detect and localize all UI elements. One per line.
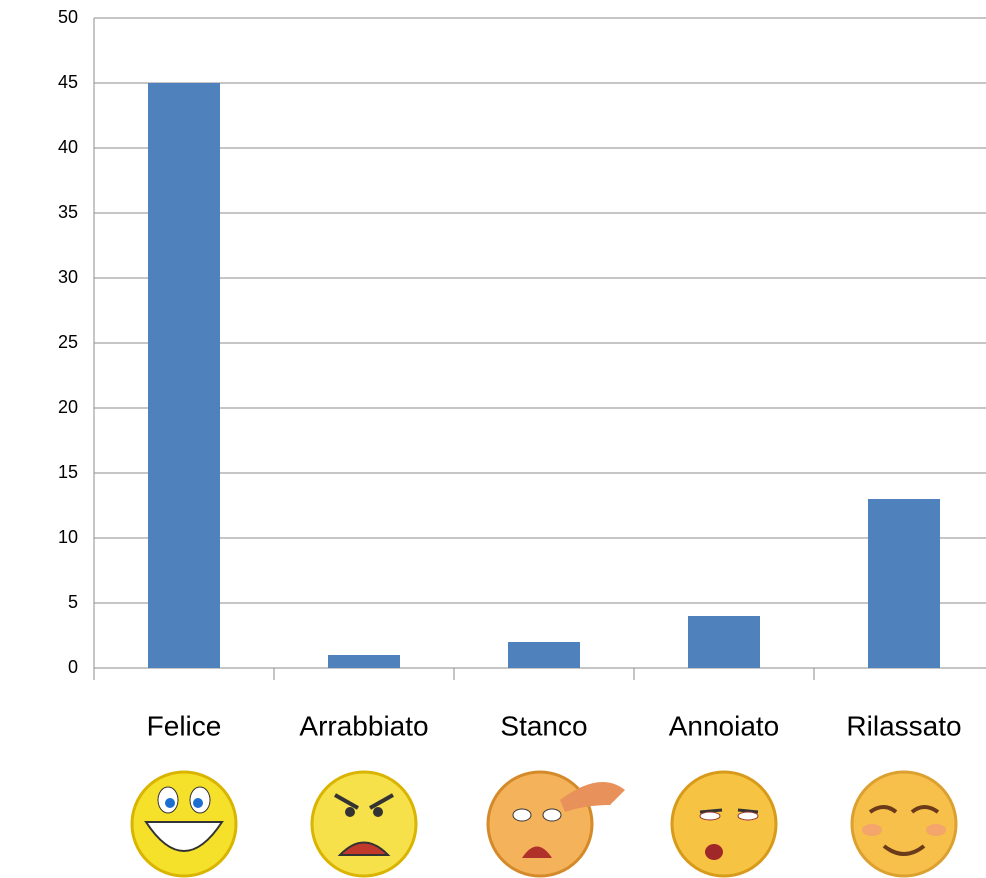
emoji-felice <box>130 770 238 878</box>
y-tick-label: 0 <box>68 657 78 677</box>
y-tick-label: 30 <box>58 267 78 287</box>
bar <box>148 83 220 668</box>
x-tick-label: Stanco <box>500 710 587 741</box>
y-tick-label: 10 <box>58 527 78 547</box>
y-tick-label: 5 <box>68 592 78 612</box>
emoji-rilassato <box>850 770 958 878</box>
x-tick-label: Felice <box>147 710 222 741</box>
emoji-row <box>130 770 958 878</box>
y-tick-label: 45 <box>58 72 78 92</box>
bar <box>868 499 940 668</box>
y-tick-label: 20 <box>58 397 78 417</box>
x-tick-label: Rilassato <box>846 710 961 741</box>
emoji-arrabbiato <box>310 770 418 878</box>
bar <box>328 655 400 668</box>
bar <box>508 642 580 668</box>
x-tick-label: Arrabbiato <box>299 710 428 741</box>
y-tick-label: 40 <box>58 137 78 157</box>
emoji-stanco <box>486 770 625 878</box>
emoji-annoiato <box>670 770 778 878</box>
y-tick-label: 15 <box>58 462 78 482</box>
y-tick-label: 50 <box>58 7 78 27</box>
x-tick-label: Annoiato <box>669 710 780 741</box>
y-tick-label: 25 <box>58 332 78 352</box>
bar <box>688 616 760 668</box>
y-tick-label: 35 <box>58 202 78 222</box>
